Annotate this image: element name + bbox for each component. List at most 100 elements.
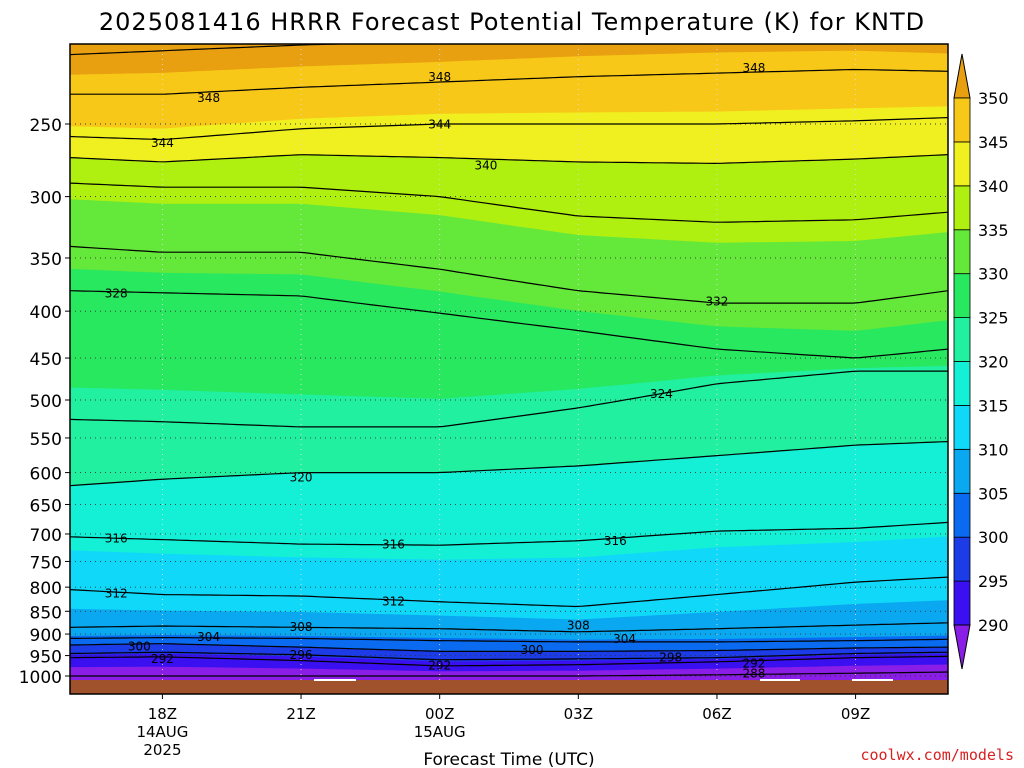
colorbar-label-325: 325	[978, 309, 1009, 328]
contour-label-text: 332	[705, 295, 728, 309]
y-tick-label-500: 500	[30, 392, 62, 412]
fill-band-350	[70, 44, 948, 75]
contour-line-348	[70, 68, 948, 95]
contour-label-text: 344	[428, 118, 451, 132]
colorbar-label-305: 305	[978, 484, 1009, 503]
colorbar-label-290: 290	[978, 616, 1009, 635]
colorbar-label-335: 335	[978, 221, 1009, 240]
contour-label-text: 348	[742, 61, 765, 75]
credit-text: coolwx.com/models	[860, 746, 1014, 764]
contour-label-text: 348	[428, 70, 451, 84]
contour-label-348: 348	[428, 70, 451, 84]
colorbar-segment-325	[953, 273, 971, 318]
contour-label-348: 348	[742, 61, 765, 75]
contour-label-324: 324	[650, 387, 673, 401]
contour-label-text: 344	[151, 136, 174, 150]
x-tick-label-18Z: 18Z	[148, 705, 177, 723]
contour-line-296	[70, 651, 948, 661]
contour-label-292: 292	[151, 652, 174, 666]
colorbar-label-330: 330	[978, 265, 1009, 284]
y-tick-label-350: 350	[30, 250, 62, 270]
colorbar-label-340: 340	[978, 177, 1009, 196]
colorbar-bottom-arrow	[953, 624, 971, 670]
plot-frame	[69, 43, 949, 695]
contour-line-332	[70, 245, 948, 304]
grid-lines	[70, 44, 948, 694]
contour-label-text: 304	[613, 632, 636, 646]
contour-label-text: 312	[382, 594, 405, 608]
contour-line-312	[70, 576, 948, 608]
y-tick-label-900: 900	[30, 626, 62, 646]
contour-label-340: 340	[474, 158, 497, 172]
y-tick-label-800: 800	[30, 579, 62, 599]
colorbar-segment-290	[953, 580, 971, 626]
colorbar-label-315: 315	[978, 396, 1009, 415]
contour-label-344: 344	[428, 118, 451, 132]
contour-label-296: 296	[290, 648, 313, 662]
contour-label-312: 312	[382, 594, 405, 608]
contour-line-340	[70, 154, 948, 165]
contour-label-text: 288	[742, 667, 765, 681]
colorbar-label-350: 350	[978, 89, 1009, 108]
contour-lines: 352 348 348 348 344 344 340 332 328 324 320 316 316 3…	[70, 33, 948, 681]
y-tick-label-600: 600	[30, 465, 62, 485]
contour-label-text: 292	[151, 652, 174, 666]
contour-label-text: 348	[197, 91, 220, 105]
contour-label-352: 352	[151, 33, 174, 47]
contour-label-text: 292	[742, 657, 765, 671]
contour-label-332: 332	[705, 295, 728, 309]
y-tick-label-1000: 1000	[19, 668, 62, 688]
colorbar-label-310: 310	[978, 440, 1009, 459]
contour-label-304: 304	[613, 632, 636, 646]
y-tick-label-750: 750	[30, 553, 62, 573]
contour-label-text: 308	[290, 620, 313, 634]
contour-label-text: 300	[521, 643, 544, 657]
contour-label-288: 288	[742, 667, 765, 681]
contour-label-348: 348	[197, 91, 220, 105]
y-tick-label-400: 400	[30, 303, 62, 323]
y-tick-label-700: 700	[30, 526, 62, 546]
x-tick-sublabel: 15AUG	[414, 723, 466, 741]
x-tick-label-09Z: 09Z	[841, 705, 870, 723]
y-tick-label-450: 450	[30, 350, 62, 370]
contour-label-text: 312	[105, 587, 128, 601]
colorbar-segment-310	[953, 405, 971, 450]
contour-line-316	[70, 521, 948, 546]
colorbar-segment-320	[953, 317, 971, 362]
contour-label-298: 298	[659, 650, 682, 664]
contour-line-304	[70, 637, 948, 643]
chart-title: 2025081416 HRRR Forecast Potential Tempe…	[99, 8, 925, 36]
contour-label-316: 316	[105, 531, 128, 545]
contour-label-300: 300	[128, 639, 151, 653]
contour-line-292	[70, 655, 948, 667]
x-tick-label-00Z: 00Z	[425, 705, 454, 723]
y-tick-label-850: 850	[30, 603, 62, 623]
contour-line-320	[70, 441, 948, 487]
colorbar-label-300: 300	[978, 528, 1009, 547]
contour-label-text: 352	[151, 33, 174, 47]
contour-label-text: 304	[197, 630, 220, 644]
contour-label-text: 298	[659, 650, 682, 664]
contour-label-text: 324	[650, 387, 673, 401]
colorbar-segment-305	[953, 448, 971, 494]
contour-label-292: 292	[428, 659, 451, 673]
contour-label-text: 320	[290, 471, 313, 485]
colorbar-segment-345	[953, 97, 971, 143]
y-tick-label-950: 950	[30, 648, 62, 668]
contour-label-text: 340	[474, 158, 497, 172]
colorbar-segment-315	[953, 361, 971, 406]
x-tick-label-03Z: 03Z	[564, 705, 593, 723]
y-axis: 250 300 350 400 450 500 550 600 650 700 750 800 850 9…	[19, 116, 70, 688]
contour-line-336	[70, 182, 948, 223]
contour-label-304: 304	[197, 630, 220, 644]
contour-label-308: 308	[290, 620, 313, 634]
contour-line-308	[70, 622, 948, 633]
contour-label-text: 316	[382, 538, 405, 552]
x-tick-sublabel: 2025	[143, 741, 181, 759]
y-tick-label-250: 250	[30, 116, 62, 136]
colorbar-top-arrow	[953, 53, 971, 99]
contour-label-308: 308	[567, 619, 590, 633]
contour-label-text: 296	[290, 648, 313, 662]
